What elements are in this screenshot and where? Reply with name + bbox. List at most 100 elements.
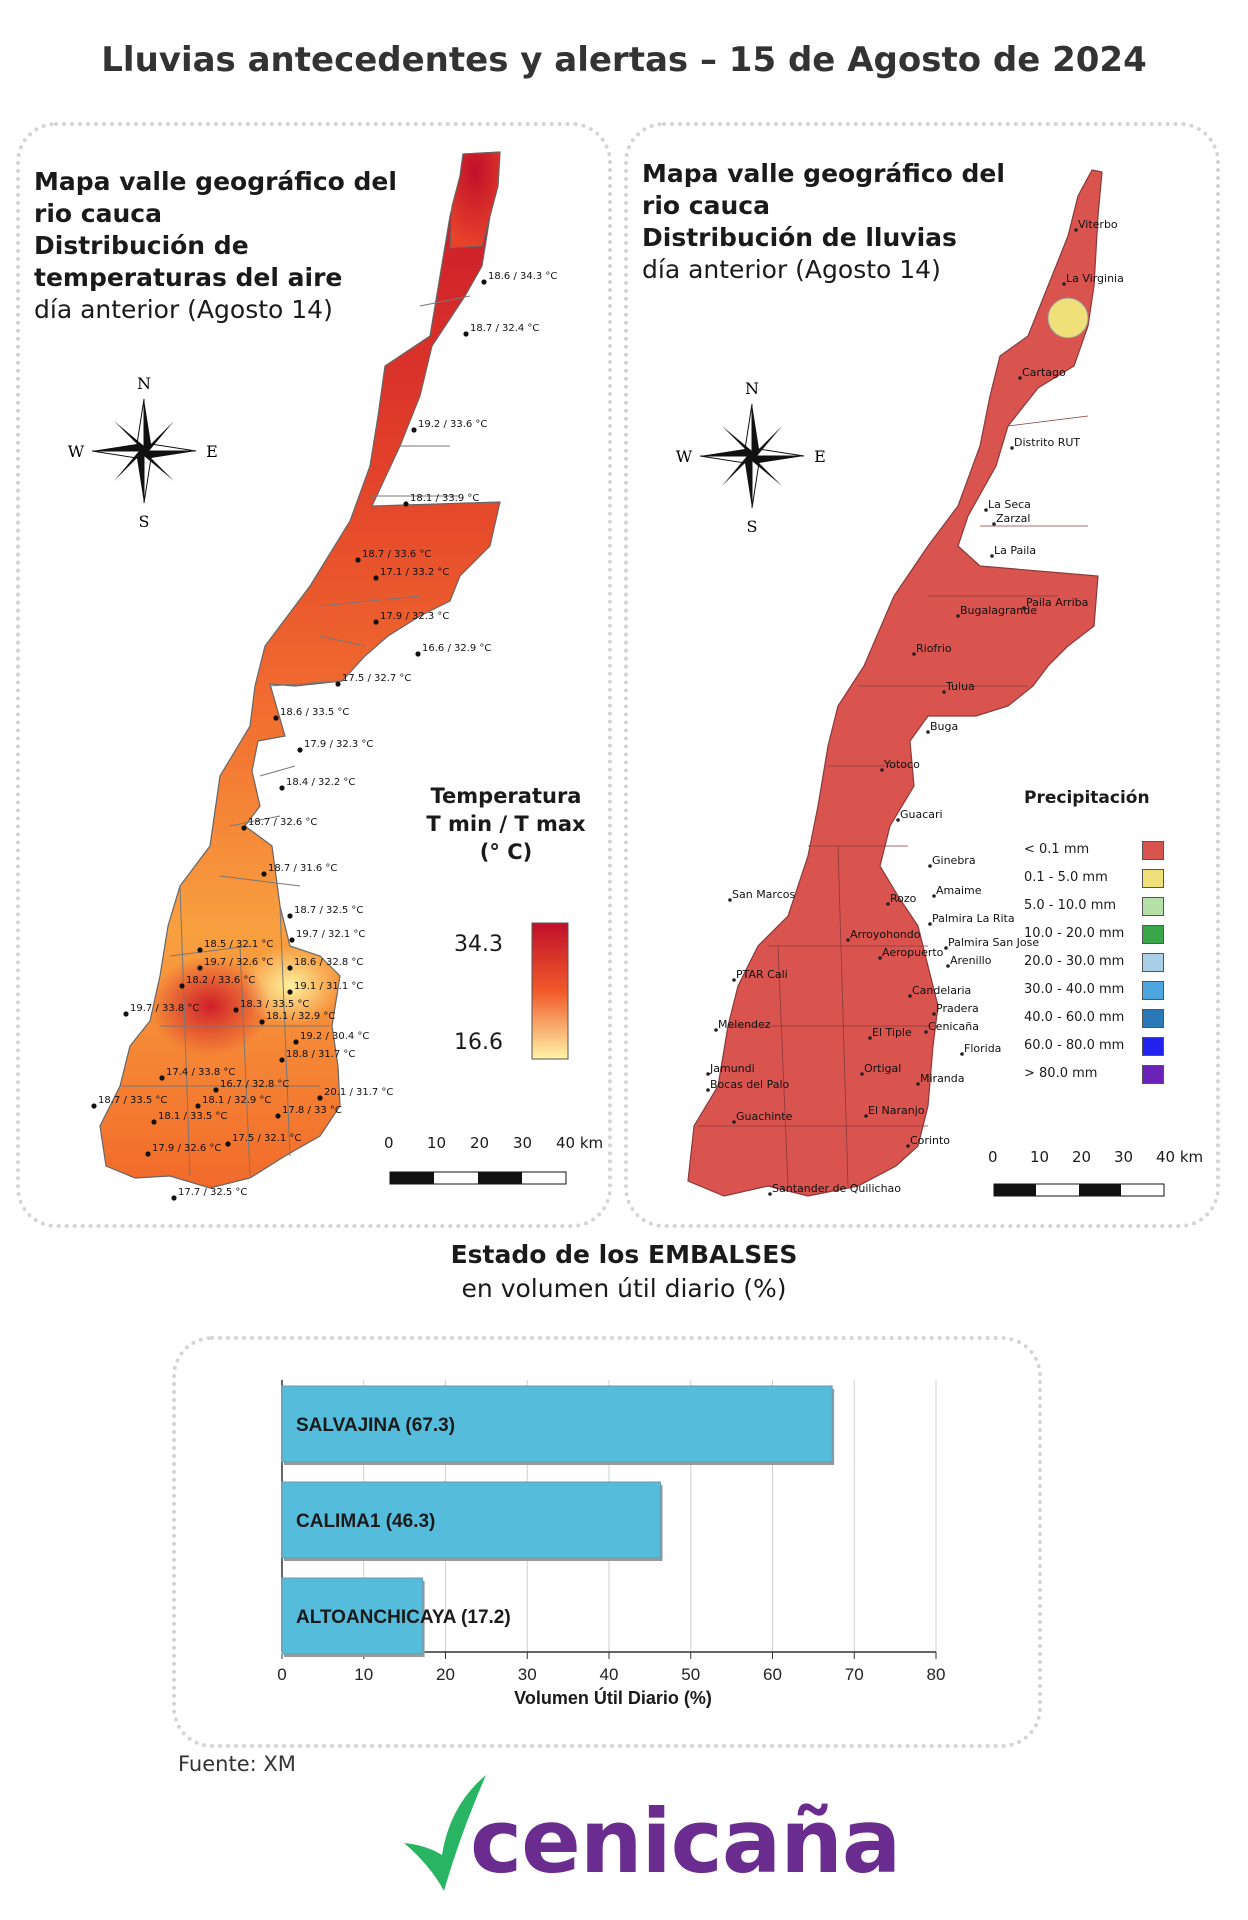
city-label: Florida	[964, 1042, 1001, 1055]
city-label: Jamundi	[709, 1062, 755, 1075]
compass-e: E	[206, 442, 218, 461]
city-dot	[926, 730, 930, 734]
voronoi-cells	[120, 295, 471, 1177]
city-label: Palmira San Jose	[948, 936, 1039, 949]
rain-compass-rose: N S E W	[676, 379, 826, 536]
city-dot	[992, 522, 996, 526]
rain-title-line3: Distribución de lluvias	[642, 223, 957, 252]
x-tick-label: 20	[436, 1665, 455, 1684]
station-label: 17.8 / 33 °C	[282, 1105, 342, 1116]
city-dot	[1018, 376, 1022, 380]
station-dot	[411, 427, 417, 433]
x-tick-label: 50	[681, 1665, 700, 1684]
station-label: 18.7 / 32.6 °C	[248, 817, 317, 828]
city-label: Amaime	[936, 884, 982, 897]
station-label: 18.7 / 32.5 °C	[294, 905, 363, 916]
station-dot	[317, 1095, 323, 1101]
station-label: 18.1 / 33.9 °C	[410, 493, 479, 504]
compass-rose: N S E W	[68, 374, 218, 531]
city-dot	[984, 508, 988, 512]
city-label: Guacari	[900, 808, 943, 821]
precipitation-legend-swatch	[1142, 841, 1164, 860]
city-dot	[886, 902, 890, 906]
rain-compass-w: W	[676, 447, 693, 466]
station-dot	[287, 989, 293, 995]
temperature-legend-min: 16.6	[454, 1030, 503, 1055]
reservoir-chart-panel	[172, 1336, 1042, 1748]
x-tick-label: 30	[518, 1665, 537, 1684]
city-label: Melendez	[718, 1018, 771, 1031]
city-dot	[878, 956, 882, 960]
city-dot	[928, 864, 932, 868]
city-label: Ortigal	[864, 1062, 901, 1075]
reservoirs-subheading: en volumen útil diario (%)	[461, 1274, 787, 1303]
city-label: Arenillo	[950, 954, 992, 967]
station-dot	[403, 501, 409, 507]
city-label: Guachinte	[736, 1110, 793, 1123]
city-label: Palmira La Rita	[932, 912, 1015, 925]
station-label: 18.6 / 32.8 °C	[294, 957, 363, 968]
city-dot	[944, 946, 948, 950]
precipitation-legend-label: 0.1 - 5.0 mm	[1024, 870, 1108, 885]
city-dot	[732, 1120, 736, 1124]
city-label: Viterbo	[1078, 218, 1118, 231]
precipitation-legend-swatch	[1142, 869, 1164, 888]
precipitation-legend-label: 40.0 - 60.0 mm	[1024, 1010, 1125, 1025]
station-dot	[279, 785, 285, 791]
compass-n: N	[137, 374, 151, 393]
city-dot	[924, 1030, 928, 1034]
precipitation-legend-swatch	[1142, 981, 1164, 1000]
city-dot	[846, 938, 850, 942]
station-dot	[293, 1039, 299, 1045]
temperature-map-north-cell	[449, 151, 501, 249]
rain-compass-n: N	[745, 379, 759, 398]
compass-w: W	[68, 442, 85, 461]
city-dot	[1074, 228, 1078, 232]
station-label: 19.7 / 33.8 °C	[130, 1003, 199, 1014]
station-dot	[213, 1087, 219, 1093]
city-dot	[960, 1052, 964, 1056]
station-dot	[273, 715, 279, 721]
scale-label: 0	[384, 1134, 394, 1152]
x-tick-label: 60	[763, 1665, 782, 1684]
station-dot	[463, 331, 469, 337]
city-label: Riofrio	[916, 642, 952, 655]
city-label: Cenicaña	[928, 1020, 979, 1033]
station-dot	[197, 965, 203, 971]
station-dot	[297, 747, 303, 753]
city-label: Bocas del Palo	[710, 1078, 790, 1091]
precipitation-legend-title: Precipitación	[1024, 788, 1150, 808]
station-label: 17.9 / 32.3 °C	[304, 739, 373, 750]
reservoir-bar-chart: 0 10 20 30 40 50 60 70 80 SALVAJINA (67.3) CALIMA1…	[277, 1380, 945, 1708]
x-tick-label: 70	[845, 1665, 864, 1684]
precipitation-legend-label: 60.0 - 80.0 mm	[1024, 1038, 1125, 1053]
city-dot	[706, 1072, 710, 1076]
city-dot	[908, 994, 912, 998]
temperature-legend-title: Temperatura T min / T max (° C)	[416, 782, 596, 866]
scale-label: 10	[1030, 1148, 1050, 1166]
rain-map-panel: Mapa valle geográfico del rio cauca Dist…	[624, 122, 1220, 1228]
precipitation-legend-swatch	[1142, 1037, 1164, 1056]
precipitation-legend-label: 5.0 - 10.0 mm	[1024, 898, 1117, 913]
station-label: 17.9 / 32.3 °C	[380, 611, 449, 622]
x-axis-label: Volumen Útil Diario (%)	[514, 1687, 712, 1708]
cenicana-leaf-icon	[404, 1775, 486, 1891]
station-dot	[91, 1103, 97, 1109]
city-dot	[706, 1088, 710, 1092]
x-tick-label: 40	[600, 1665, 619, 1684]
city-label: Rozo	[890, 892, 917, 905]
city-dot	[768, 1192, 772, 1196]
city-label: Zarzal	[996, 512, 1030, 525]
rain-spot-la-virginia	[1047, 297, 1089, 339]
precipitation-legend-label: 30.0 - 40.0 mm	[1024, 982, 1125, 997]
city-dot	[1062, 282, 1066, 286]
city-dot	[946, 964, 950, 968]
city-label: Arroyohondo	[850, 928, 921, 941]
station-dot	[195, 1103, 201, 1109]
station-label: 18.8 / 31.7 °C	[286, 1049, 355, 1060]
temperature-map: 18.6 / 34.3 °C 18.7 / 32.4 °C 19.2 / 33.6 …	[68, 151, 569, 1201]
city-label: Miranda	[920, 1072, 965, 1085]
rain-compass-e: E	[814, 447, 826, 466]
scale-label: 0	[988, 1148, 998, 1166]
station-dot	[123, 1011, 129, 1017]
